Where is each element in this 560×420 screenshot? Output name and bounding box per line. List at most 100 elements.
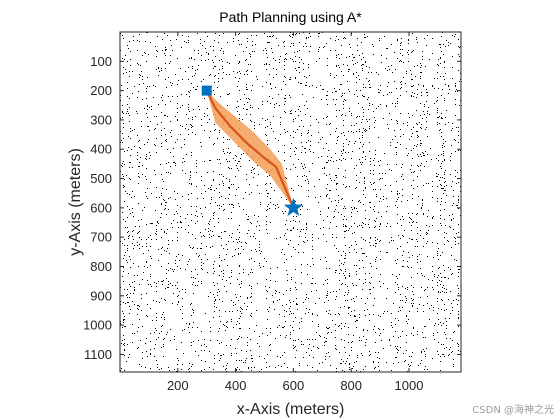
obstacle-dot xyxy=(133,40,134,41)
obstacle-dot xyxy=(438,342,439,343)
obstacle-dot xyxy=(233,71,234,72)
obstacle-dot xyxy=(400,136,401,137)
obstacle-dot xyxy=(247,38,248,39)
obstacle-dot xyxy=(362,95,363,96)
obstacle-dot xyxy=(226,326,227,327)
obstacle-dot xyxy=(323,148,324,149)
obstacle-dot xyxy=(454,237,455,238)
obstacle-dot xyxy=(209,367,210,368)
obstacle-dot xyxy=(131,197,132,198)
obstacle-dot xyxy=(138,176,139,177)
obstacle-dot xyxy=(424,38,425,39)
obstacle-dot xyxy=(458,182,459,183)
obstacle-dot xyxy=(147,188,148,189)
obstacle-dot xyxy=(170,268,171,269)
obstacle-dot xyxy=(222,61,223,62)
obstacle-dot xyxy=(127,344,128,345)
obstacle-dot xyxy=(426,234,427,235)
obstacle-dot xyxy=(459,56,460,57)
obstacle-dot xyxy=(208,296,209,297)
obstacle-dot xyxy=(147,267,148,268)
obstacle-dot xyxy=(308,140,309,141)
obstacle-dot xyxy=(236,370,237,371)
obstacle-dot xyxy=(266,135,267,136)
obstacle-dot xyxy=(220,358,221,359)
obstacle-dot xyxy=(138,232,139,233)
obstacle-dot xyxy=(327,65,328,66)
obstacle-dot xyxy=(343,143,344,144)
obstacle-dot xyxy=(402,286,403,287)
obstacle-dot xyxy=(139,84,140,85)
obstacle-dot xyxy=(385,68,386,69)
obstacle-dot xyxy=(302,146,303,147)
obstacle-dot xyxy=(440,184,441,185)
obstacle-dot xyxy=(205,313,206,314)
obstacle-dot xyxy=(182,105,183,106)
obstacle-dot xyxy=(410,169,411,170)
obstacle-dot xyxy=(433,307,434,308)
obstacle-dot xyxy=(170,173,171,174)
obstacle-dot xyxy=(180,68,181,69)
obstacle-dot xyxy=(395,346,396,347)
obstacle-dot xyxy=(383,196,384,197)
obstacle-dot xyxy=(215,66,216,67)
obstacle-dot xyxy=(295,78,296,79)
obstacle-dot xyxy=(423,155,424,156)
obstacle-dot xyxy=(363,194,364,195)
obstacle-dot xyxy=(441,95,442,96)
obstacle-dot xyxy=(440,47,441,48)
obstacle-dot xyxy=(161,68,162,69)
obstacle-dot xyxy=(219,343,220,344)
obstacle-dot xyxy=(171,130,172,131)
obstacle-dot xyxy=(406,73,407,74)
obstacle-dot xyxy=(165,104,166,105)
obstacle-dot xyxy=(156,301,157,302)
obstacle-dot xyxy=(150,223,151,224)
obstacle-dot xyxy=(326,311,327,312)
obstacle-dot xyxy=(246,358,247,359)
obstacle-dot xyxy=(411,362,412,363)
obstacle-dot xyxy=(431,159,432,160)
obstacle-dot xyxy=(276,38,277,39)
obstacle-dot xyxy=(349,56,350,57)
y-tick-label: 500 xyxy=(90,171,112,186)
obstacle-dot xyxy=(139,226,140,227)
obstacle-dot xyxy=(188,327,189,328)
obstacle-dot xyxy=(451,145,452,146)
obstacle-dot xyxy=(418,156,419,157)
obstacle-dot xyxy=(343,208,344,209)
obstacle-dot xyxy=(181,369,182,370)
obstacle-dot xyxy=(380,316,381,317)
obstacle-dot xyxy=(434,88,435,89)
obstacle-dot xyxy=(146,61,147,62)
obstacle-dot xyxy=(251,250,252,251)
obstacle-dot xyxy=(258,108,259,109)
obstacle-dot xyxy=(123,176,124,177)
obstacle-dot xyxy=(292,327,293,328)
obstacle-dot xyxy=(221,245,222,246)
obstacle-dot xyxy=(213,282,214,283)
obstacle-dot xyxy=(218,331,219,332)
obstacle-dot xyxy=(201,55,202,56)
obstacle-dot xyxy=(157,222,158,223)
obstacle-dot xyxy=(398,362,399,363)
obstacle-dot xyxy=(365,131,366,132)
obstacle-dot xyxy=(122,276,123,277)
obstacle-dot xyxy=(335,131,336,132)
obstacle-dot xyxy=(128,113,129,114)
obstacle-dot xyxy=(402,266,403,267)
obstacle-dot xyxy=(290,338,291,339)
obstacle-dot xyxy=(349,247,350,248)
obstacle-dot xyxy=(250,56,251,57)
obstacle-dot xyxy=(396,348,397,349)
obstacle-dot xyxy=(319,363,320,364)
obstacle-dot xyxy=(335,153,336,154)
obstacle-dot xyxy=(343,251,344,252)
obstacle-dot xyxy=(182,298,183,299)
obstacle-dot xyxy=(339,260,340,261)
obstacle-dot xyxy=(130,155,131,156)
obstacle-dot xyxy=(349,111,350,112)
obstacle-dot xyxy=(455,86,456,87)
obstacle-dot xyxy=(238,106,239,107)
obstacle-dot xyxy=(266,328,267,329)
